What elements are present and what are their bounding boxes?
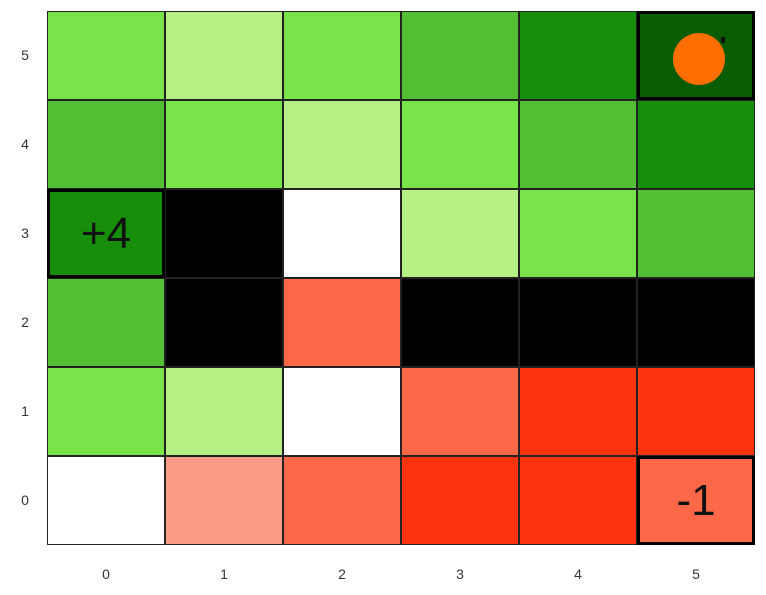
grid-cell bbox=[165, 100, 283, 189]
x-tick-label: 0 bbox=[102, 566, 110, 582]
wall-cell bbox=[165, 278, 283, 367]
grid-cell bbox=[519, 189, 637, 278]
grid-cell bbox=[401, 367, 519, 456]
x-tick-label: 3 bbox=[456, 566, 464, 582]
grid-cell bbox=[401, 100, 519, 189]
grid-cell bbox=[165, 456, 283, 545]
y-tick-label: 0 bbox=[21, 491, 29, 508]
grid-cell bbox=[47, 278, 165, 367]
grid-cell bbox=[165, 11, 283, 100]
y-tick-label: 2 bbox=[21, 313, 29, 330]
agent-direction-mark bbox=[721, 36, 725, 43]
wall-cell bbox=[637, 278, 755, 367]
grid-cell bbox=[637, 100, 755, 189]
reward-label: +4 bbox=[80, 208, 132, 258]
grid-cell bbox=[47, 100, 165, 189]
terminal-cell: +4 bbox=[47, 189, 165, 278]
grid-cell bbox=[401, 11, 519, 100]
x-tick-label: 4 bbox=[574, 566, 582, 582]
grid-cell bbox=[519, 456, 637, 545]
terminal-cell bbox=[637, 11, 755, 100]
reward-label: -1 bbox=[676, 475, 716, 525]
y-tick-label: 3 bbox=[21, 224, 29, 241]
x-tick-label: 1 bbox=[220, 566, 228, 582]
y-tick-label: 4 bbox=[21, 135, 29, 152]
grid-cell bbox=[283, 278, 401, 367]
grid-cell bbox=[637, 367, 755, 456]
grid-cell bbox=[401, 189, 519, 278]
y-tick-label: 1 bbox=[21, 402, 29, 419]
grid-cell bbox=[519, 11, 637, 100]
x-tick-label: 5 bbox=[692, 566, 700, 582]
wall-cell bbox=[165, 189, 283, 278]
agent-marker bbox=[673, 32, 725, 85]
x-tick-label: 2 bbox=[338, 566, 346, 582]
grid-cell bbox=[283, 11, 401, 100]
grid-cell bbox=[283, 456, 401, 545]
grid-cell bbox=[283, 189, 401, 278]
y-tick-label: 5 bbox=[21, 46, 29, 63]
grid-cell bbox=[401, 456, 519, 545]
gridworld-board: +4 -1 bbox=[47, 11, 755, 545]
grid-cell bbox=[283, 100, 401, 189]
grid-cell bbox=[283, 367, 401, 456]
grid-cell bbox=[519, 367, 637, 456]
grid-cell bbox=[519, 100, 637, 189]
grid-cell bbox=[47, 456, 165, 545]
grid-cell bbox=[637, 189, 755, 278]
grid-cell bbox=[47, 11, 165, 100]
terminal-cell: -1 bbox=[637, 456, 755, 545]
grid-cell bbox=[165, 367, 283, 456]
grid-cell bbox=[47, 367, 165, 456]
wall-cell bbox=[519, 278, 637, 367]
wall-cell bbox=[401, 278, 519, 367]
